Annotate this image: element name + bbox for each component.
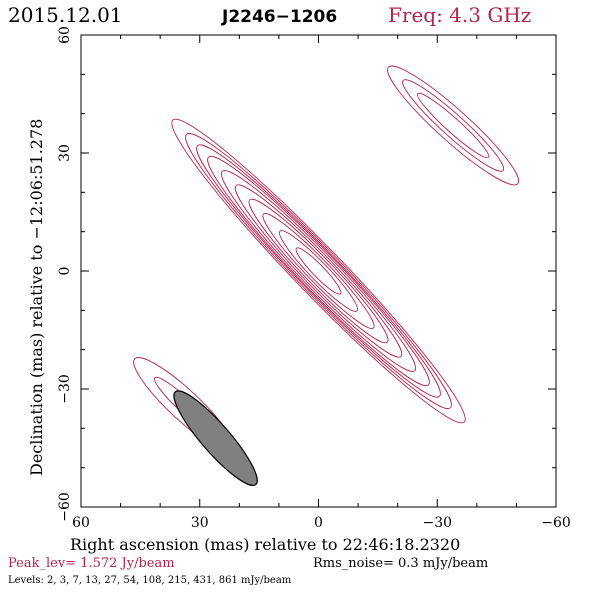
- restoring-beam-ellipse: [173, 390, 258, 486]
- contour-ellipse: [262, 213, 375, 329]
- y-tick-label: 60: [57, 26, 73, 44]
- y-tick-label: −30: [57, 374, 73, 404]
- axis-ticks: [80, 34, 557, 508]
- contour-ellipse: [387, 65, 520, 186]
- contour-ellipse: [185, 133, 452, 409]
- contour-ellipse: [402, 79, 505, 172]
- source-name: J2246−1206: [221, 7, 337, 27]
- contour-ellipse: [196, 144, 441, 398]
- x-tick-label: −30: [422, 515, 452, 531]
- y-tick-label: −60: [57, 492, 73, 522]
- x-tick-label: −60: [541, 515, 571, 531]
- contour-component-core: [171, 118, 466, 424]
- y-axis-label: Declination (mas) relative to −12:06:51.…: [27, 119, 46, 476]
- contour-ellipse: [207, 155, 430, 387]
- axis-tick-labels: 60 30 0 −30 −60 −60 −30 0 30 60: [57, 26, 571, 531]
- observation-date: 2015.12.01: [8, 3, 123, 27]
- x-tick-label: 60: [72, 515, 90, 531]
- plot-frame: [80, 34, 557, 508]
- contour-layer: [133, 65, 520, 453]
- contour-levels: Levels: 2, 3, 7, 13, 27, 54, 108, 215, 4…: [8, 575, 292, 586]
- contour-component-north-west-jet-knot: [387, 65, 520, 186]
- contour-ellipse: [295, 247, 342, 295]
- x-tick-label: 30: [191, 515, 209, 531]
- contour-ellipse: [234, 184, 403, 358]
- contour-ellipse: [220, 170, 417, 372]
- contour-ellipse: [417, 92, 490, 159]
- peak-level: Peak_lev= 1.572 Jy/beam: [8, 556, 175, 571]
- x-tick-label: 0: [314, 515, 323, 531]
- contour-ellipse: [279, 230, 358, 312]
- frequency-label: Freq: 4.3 GHz: [388, 3, 531, 27]
- rms-noise: Rms_noise= 0.3 mJy/beam: [313, 556, 488, 571]
- contour-ellipse: [171, 118, 466, 424]
- beam-layer: [173, 390, 258, 486]
- contour-ellipse: [248, 198, 389, 344]
- y-tick-label: 30: [57, 144, 73, 162]
- x-axis-label: Right ascension (mas) relative to 22:46:…: [70, 535, 460, 554]
- y-tick-label: 0: [57, 267, 73, 276]
